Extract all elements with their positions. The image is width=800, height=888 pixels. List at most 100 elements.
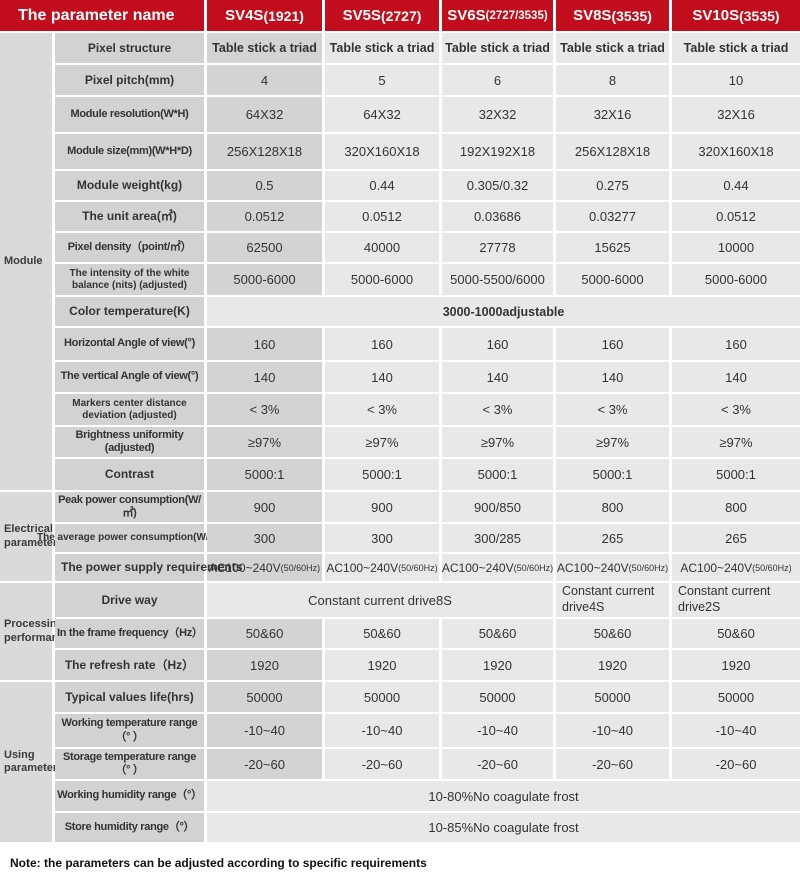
value-cell: 5000:1 (556, 459, 669, 490)
value-cell: 1920 (556, 650, 669, 680)
value-cell: 6 (442, 65, 553, 95)
value-cell: 160 (442, 328, 553, 360)
value-cell: 160 (672, 328, 800, 360)
param-label: The refresh rate（Hz） (55, 650, 204, 680)
param-label: Module size(mm)(W*H*D) (55, 134, 204, 169)
value-cell: 5000:1 (442, 459, 553, 490)
param-label: Working temperature range（° ） (55, 714, 204, 747)
value-cell: 140 (325, 362, 439, 392)
value-cell: 27778 (442, 233, 553, 262)
value-cell: 5000-6000 (207, 264, 322, 295)
value-cell: Table stick a triad (207, 33, 322, 63)
value-cell: 50&60 (442, 619, 553, 648)
param-label: The power supply requirements (55, 554, 242, 581)
value-cell: Table stick a triad (325, 33, 439, 63)
value-cell: 32X16 (556, 97, 669, 132)
value-cell: 900 (325, 492, 439, 522)
param-label: Brightness uniformity (adjusted) (55, 427, 204, 457)
param-label: Working humidity range（°） (55, 781, 204, 811)
value-cell: 50000 (325, 682, 439, 712)
value-cell: 265 (672, 524, 800, 552)
value-cell: 64X32 (207, 97, 322, 132)
value-cell: 32X16 (672, 97, 800, 132)
value-cell: 50000 (672, 682, 800, 712)
value-cell: AC100~240V (50/60Hz) (325, 554, 439, 581)
param-label: Horizontal Angle of view(°) (55, 328, 204, 360)
value-cell: Table stick a triad (672, 33, 800, 63)
value-cell: 50&60 (325, 619, 439, 648)
group-label-module: Module (0, 33, 52, 490)
value-cell: 300 (207, 524, 322, 552)
value-cell: ≥97% (672, 427, 800, 457)
value-cell: 1920 (442, 650, 553, 680)
value-cell: -20~60 (442, 749, 553, 779)
value-cell: 0.0512 (672, 202, 800, 231)
value-cell: 10000 (672, 233, 800, 262)
value-cell: 5000:1 (672, 459, 800, 490)
param-label: Typical values life(hrs) (55, 682, 204, 712)
table-header-model-sv8s: SV8S (3535) (556, 0, 669, 31)
table-header-model-sv6s: SV6S (2727/3535) (442, 0, 553, 31)
value-cell: 0.275 (556, 171, 669, 200)
value-cell: ≥97% (556, 427, 669, 457)
value-cell: AC100~240V (50/60Hz) (556, 554, 669, 581)
value-cell: Constant current drive2S (672, 583, 800, 617)
spec-table: The parameter name SV4S (1921) SV5S (2727) SV… (0, 0, 800, 842)
value-cell: < 3% (442, 394, 553, 425)
value-cell: < 3% (325, 394, 439, 425)
value-cell: 265 (556, 524, 669, 552)
value-cell: 5000-6000 (325, 264, 439, 295)
param-label: Store humidity range（°） (55, 813, 204, 842)
value-cell: 900 (207, 492, 322, 522)
value-cell: 900/850 (442, 492, 553, 522)
value-cell: 160 (325, 328, 439, 360)
value-cell: -10~40 (672, 714, 800, 747)
value-cell: AC100~240V (50/60Hz) (442, 554, 553, 581)
value-cell: 140 (207, 362, 322, 392)
param-label: The unit area(㎡) (55, 202, 204, 231)
value-cell: -20~60 (672, 749, 800, 779)
value-cell: -20~60 (556, 749, 669, 779)
param-label: In the frame frequency（Hz） (55, 619, 204, 648)
value-cell: 0.0512 (207, 202, 322, 231)
param-label: Drive way (55, 583, 204, 617)
span-value-cell: Constant current drive8S (207, 583, 553, 617)
value-cell: 40000 (325, 233, 439, 262)
value-cell: 0.305/0.32 (442, 171, 553, 200)
value-cell: 5000-6000 (672, 264, 800, 295)
value-cell: 0.0512 (325, 202, 439, 231)
value-cell: 50000 (442, 682, 553, 712)
value-cell: -20~60 (207, 749, 322, 779)
param-label: Color temperature(K) (55, 297, 204, 326)
group-label-processing-performance: Processing performance (0, 583, 71, 680)
param-label: Peak power consumption(W/㎡) (55, 492, 204, 522)
value-cell: 1920 (207, 650, 322, 680)
value-cell: 192X192X18 (442, 134, 553, 169)
value-cell: Constant current drive4S (556, 583, 669, 617)
value-cell: ≥97% (442, 427, 553, 457)
value-cell: 4 (207, 65, 322, 95)
value-cell: 160 (556, 328, 669, 360)
param-label: Module weight(kg) (55, 171, 204, 200)
value-cell: 5 (325, 65, 439, 95)
value-cell: 32X32 (442, 97, 553, 132)
value-cell: 50&60 (556, 619, 669, 648)
param-label: Pixel pitch(mm) (55, 65, 204, 95)
group-label-electrical-parameters: Electrical parameters (0, 492, 63, 581)
note-text: Note: the parameters can be adjusted acc… (10, 856, 427, 870)
param-label: Contrast (55, 459, 204, 490)
value-cell: AC100~240V (50/60Hz) (207, 554, 322, 581)
value-cell: 256X128X18 (207, 134, 322, 169)
value-cell: -10~40 (556, 714, 669, 747)
table-header-model-sv5s: SV5S (2727) (325, 0, 439, 31)
value-cell: 300/285 (442, 524, 553, 552)
value-cell: 0.44 (672, 171, 800, 200)
value-cell: < 3% (556, 394, 669, 425)
value-cell: 256X128X18 (556, 134, 669, 169)
param-label: Pixel structure (55, 33, 204, 63)
value-cell: -20~60 (325, 749, 439, 779)
value-cell: 800 (556, 492, 669, 522)
value-cell: 15625 (556, 233, 669, 262)
value-cell: -10~40 (325, 714, 439, 747)
value-cell: -10~40 (207, 714, 322, 747)
